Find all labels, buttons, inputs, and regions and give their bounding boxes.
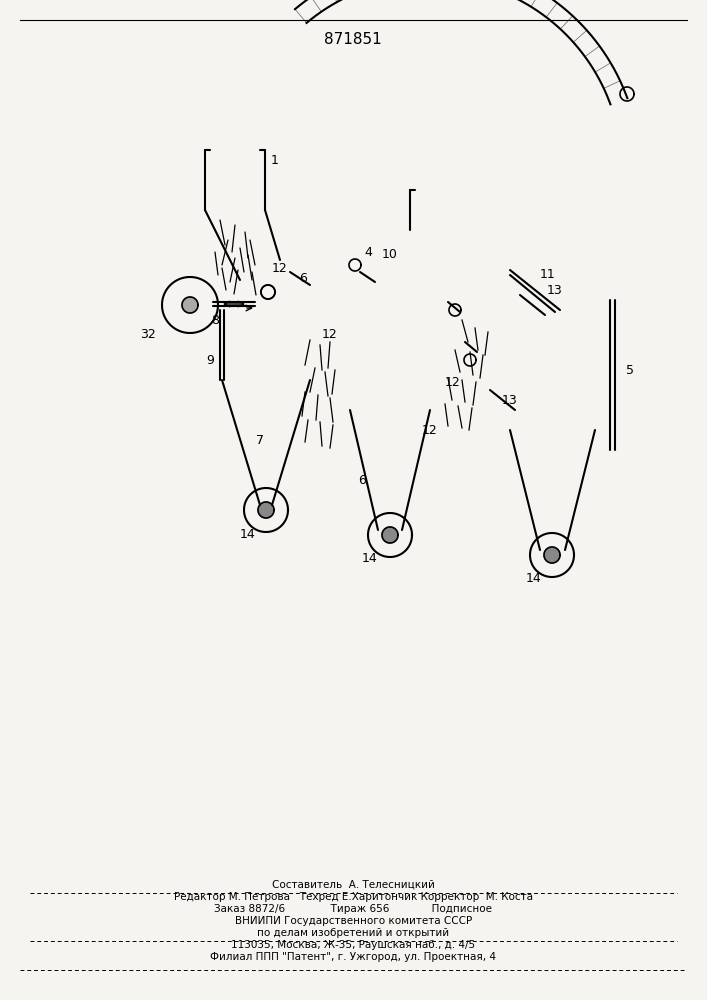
Text: ВНИИПИ Государственного комитета СССР: ВНИИПИ Государственного комитета СССР [235,916,472,926]
Polygon shape [182,297,198,313]
Text: 14: 14 [240,528,256,540]
Text: 4: 4 [364,245,372,258]
Text: 14: 14 [362,552,378,564]
Text: 6: 6 [299,271,307,284]
Polygon shape [258,502,274,518]
Text: 113035, Москва, Ж-35, Раушская наб., д. 4/5: 113035, Москва, Ж-35, Раушская наб., д. … [231,940,476,950]
Text: 9: 9 [206,354,214,366]
Text: 12: 12 [445,376,461,389]
Text: по делам изобретений и открытий: по делам изобретений и открытий [257,928,450,938]
Text: 7: 7 [256,434,264,446]
Text: 12: 12 [422,424,438,436]
Text: Филиал ППП "Патент", г. Ужгород, ул. Проектная, 4: Филиал ППП "Патент", г. Ужгород, ул. Про… [211,952,496,962]
Text: 871851: 871851 [324,32,382,47]
Text: 6: 6 [358,474,366,487]
Text: 12: 12 [322,328,338,342]
Text: Составитель  А. Телесницкий: Составитель А. Телесницкий [272,880,435,890]
Text: 13: 13 [502,393,518,406]
Text: 5: 5 [626,363,634,376]
Text: 14: 14 [526,572,542,584]
Text: 32: 32 [140,328,156,342]
Text: 1: 1 [271,153,279,166]
Polygon shape [544,547,560,563]
Text: 8: 8 [211,314,219,326]
Text: Редактор М. Петрова   Техред Е.Харитончик Корректор  М. Коста: Редактор М. Петрова Техред Е.Харитончик … [174,892,533,902]
Text: Заказ 8872/6              Тираж 656             Подписное: Заказ 8872/6 Тираж 656 Подписное [214,904,493,914]
Polygon shape [382,527,398,543]
Text: 13: 13 [547,284,563,296]
Text: 11: 11 [540,268,556,282]
Text: 12: 12 [272,261,288,274]
Text: 10: 10 [382,248,398,261]
